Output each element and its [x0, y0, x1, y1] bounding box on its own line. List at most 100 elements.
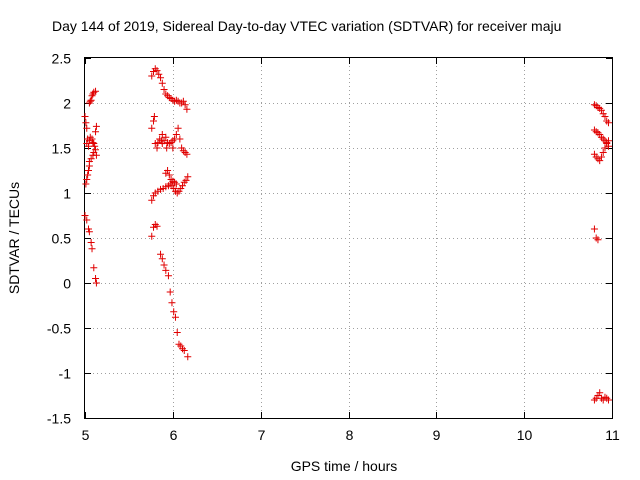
data-point — [148, 72, 156, 80]
x-tick-labels: 5 6 7 8 9 10 11 — [82, 427, 620, 443]
data-point — [83, 216, 91, 224]
data-point — [590, 101, 598, 109]
chart-title: Day 144 of 2019, Sidereal Day-to-day VTE… — [52, 18, 561, 34]
data-point — [85, 162, 93, 170]
data-point — [601, 393, 609, 401]
x-tick-label: 7 — [258, 427, 266, 443]
data-point — [167, 176, 175, 183]
data-point — [173, 329, 181, 336]
data-point — [178, 99, 186, 107]
data-point — [84, 171, 92, 179]
data-point — [590, 126, 598, 134]
data-point — [148, 124, 156, 132]
data-point — [597, 153, 605, 161]
data-point — [170, 308, 178, 316]
data-point — [603, 117, 611, 125]
data-point — [82, 119, 90, 127]
data-point — [169, 144, 177, 152]
data-point — [183, 150, 191, 158]
data-point — [92, 275, 100, 282]
y-tick-label: -1 — [59, 366, 72, 382]
data-point — [165, 140, 173, 147]
data-point — [89, 139, 97, 147]
data-point — [171, 313, 179, 321]
data-point — [172, 96, 180, 104]
data-point — [83, 176, 91, 183]
data-point — [171, 178, 179, 186]
data-point — [592, 128, 600, 136]
data-point — [158, 131, 166, 138]
data-point — [604, 119, 612, 127]
data-point — [592, 234, 600, 242]
y-tick-label: 1.5 — [52, 141, 72, 157]
x-axis-label: GPS time / hours — [291, 458, 398, 474]
x-tick-label: 11 — [605, 427, 620, 443]
data-point — [92, 279, 100, 287]
data-point — [599, 135, 607, 143]
data-point — [153, 222, 161, 230]
data-point — [175, 340, 183, 348]
data-point — [592, 102, 600, 110]
y-tick-label: 2 — [63, 96, 71, 112]
data-point — [92, 122, 100, 130]
data-point — [596, 389, 604, 397]
data-point — [167, 139, 175, 147]
plot-frame — [84, 57, 613, 419]
data-point — [90, 88, 98, 96]
data-point — [162, 133, 170, 141]
data-point — [594, 155, 602, 163]
data-point — [594, 236, 602, 244]
data-point — [160, 137, 168, 145]
data-point — [88, 135, 96, 143]
data-point — [178, 182, 186, 190]
y-tick-label: -1.5 — [47, 411, 71, 427]
data-point — [182, 176, 190, 184]
data-point — [599, 149, 607, 156]
data-point — [160, 86, 168, 93]
data-point — [150, 117, 158, 125]
grid-lines — [85, 58, 612, 418]
data-point — [157, 74, 165, 82]
x-tick-label: 6 — [170, 427, 178, 443]
x-tick-label: 8 — [346, 427, 354, 443]
data-point — [151, 221, 159, 228]
data-point — [83, 124, 91, 132]
data-point — [180, 347, 188, 354]
data-point — [594, 129, 602, 137]
data-point — [92, 128, 100, 136]
data-point — [92, 87, 100, 95]
data-point — [155, 70, 163, 78]
data-point — [82, 180, 90, 188]
data-point — [165, 94, 173, 102]
data-point — [597, 133, 605, 141]
data-point — [150, 113, 158, 120]
data-point — [603, 394, 611, 402]
data-point — [184, 173, 192, 181]
data-points — [81, 65, 612, 404]
data-point — [148, 196, 156, 204]
data-point — [604, 137, 612, 145]
data-point — [168, 299, 176, 307]
data-point — [164, 272, 172, 280]
data-point — [86, 97, 94, 105]
data-point — [179, 97, 187, 105]
data-point — [81, 212, 89, 219]
data-point — [169, 137, 177, 145]
data-point — [601, 144, 609, 152]
y-tick-labels: -1.5 -1 -0.5 0 0.5 1 1.5 2 2.5 — [47, 51, 71, 427]
data-point — [178, 345, 186, 353]
data-point — [164, 92, 172, 100]
data-point — [167, 95, 175, 102]
data-point — [181, 149, 189, 156]
data-point — [163, 144, 171, 152]
data-point — [597, 106, 605, 114]
x-tick-label: 9 — [433, 427, 441, 443]
data-point — [596, 104, 604, 112]
data-point — [153, 67, 161, 75]
data-point — [148, 232, 156, 240]
data-point — [85, 167, 93, 174]
data-point — [85, 142, 93, 150]
data-point — [90, 264, 98, 272]
data-point — [173, 189, 181, 197]
